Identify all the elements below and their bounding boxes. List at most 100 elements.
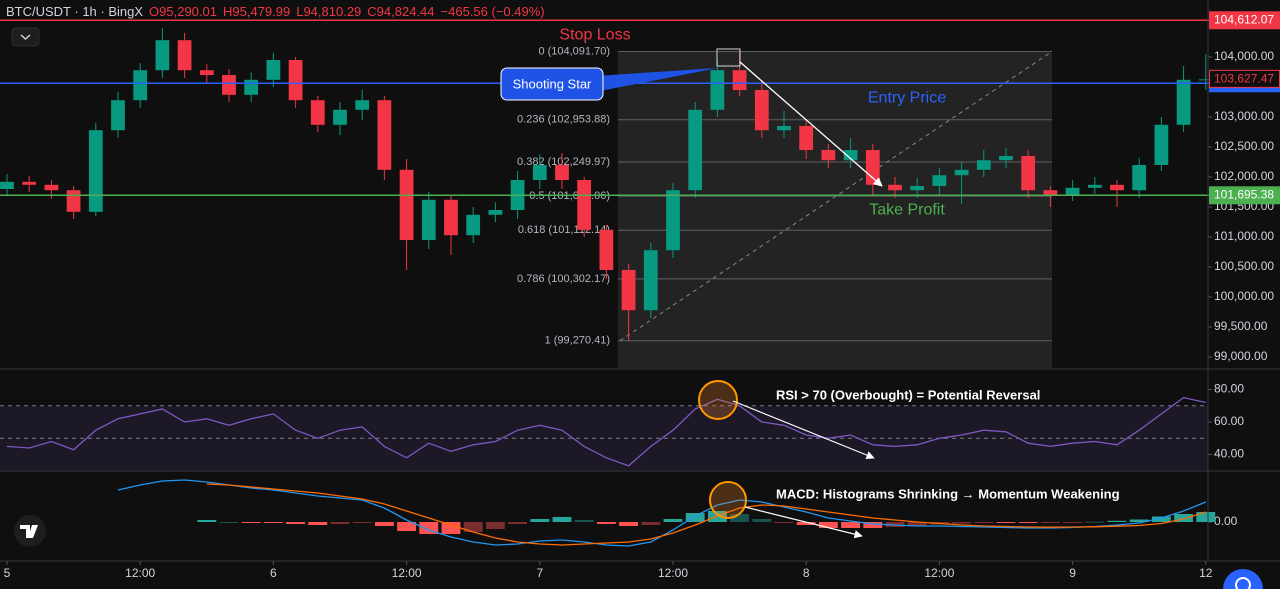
fib-label: 0.236 (102,953.88) xyxy=(517,114,610,126)
x-tick-label: 12 xyxy=(1199,566,1213,580)
histogram-bar xyxy=(1085,521,1105,523)
arrow xyxy=(744,506,863,539)
histogram-bar xyxy=(596,522,616,524)
candle-body xyxy=(355,100,370,110)
candle-body xyxy=(621,270,636,311)
y-tick-label: 0.00 xyxy=(1214,514,1238,528)
candle-body xyxy=(0,181,14,190)
candle-body xyxy=(821,150,836,161)
histogram-bar xyxy=(841,522,861,528)
symbol-title: BTC/USDT · 1h · BingX xyxy=(6,4,144,19)
fib-label: 0.786 (100,302.17) xyxy=(517,273,610,285)
histogram-bar xyxy=(1129,519,1149,522)
plot-layer: 99,000.00 99,500.00 100,000.00 100,500.00 10… xyxy=(0,11,1280,580)
histogram-bar xyxy=(286,522,306,524)
candle-body xyxy=(22,181,37,185)
y-tick-label: 102,000.00 xyxy=(1214,169,1274,183)
candle-body xyxy=(777,126,791,131)
candle-body xyxy=(754,90,769,131)
candle-body xyxy=(799,126,814,151)
candle-body xyxy=(444,199,458,236)
histogram-bar xyxy=(863,522,883,528)
candle-body xyxy=(532,165,547,181)
candle-body xyxy=(932,175,947,187)
histogram-bar xyxy=(197,520,217,522)
histogram-bar xyxy=(463,522,483,532)
y-tick-label: 104,000.00 xyxy=(1214,49,1274,63)
histogram-bar xyxy=(219,522,239,523)
histogram-bar xyxy=(1018,522,1038,523)
highlight-circle xyxy=(709,481,747,519)
histogram-bar xyxy=(508,522,528,524)
y-tick-label: 40.00 xyxy=(1214,447,1244,461)
candle-body xyxy=(399,169,414,241)
candle-body xyxy=(865,150,880,185)
y-tick-label: 80.00 xyxy=(1214,382,1244,396)
histogram-bar xyxy=(1063,522,1083,523)
annotation: RSI > 70 (Overbought) = Potential Revers… xyxy=(776,387,1040,402)
candle-body xyxy=(133,70,148,101)
ohlc-value: H95,479.99 xyxy=(222,4,291,19)
arrow xyxy=(732,400,875,460)
candle-body xyxy=(377,100,392,170)
collapse-button[interactable] xyxy=(11,27,40,47)
histogram-bar xyxy=(685,513,705,522)
histogram-bar xyxy=(574,520,594,522)
candle-body xyxy=(599,229,614,271)
scroll-button[interactable] xyxy=(1223,569,1263,589)
last-price-label: 103,627.47 xyxy=(1214,72,1274,86)
candle-body xyxy=(1198,79,1213,81)
histogram-bar xyxy=(530,519,550,522)
candle-body xyxy=(1021,156,1036,191)
histogram-bar xyxy=(907,522,927,526)
callout-text: Shooting Star xyxy=(513,76,592,91)
candle-body xyxy=(888,184,902,191)
candle-body xyxy=(66,190,81,212)
x-tick-label: 12:00 xyxy=(924,566,954,580)
candle-body xyxy=(976,160,991,170)
candle-body xyxy=(199,70,214,76)
histogram-bar xyxy=(1196,512,1216,522)
x-tick-label: 12:00 xyxy=(658,566,688,580)
y-tick-label: 99,000.00 xyxy=(1214,349,1268,363)
histogram-bar xyxy=(774,522,794,523)
y-tick-label: 101,000.00 xyxy=(1214,229,1274,243)
histogram-bar xyxy=(330,522,350,524)
histogram-bar xyxy=(996,522,1016,523)
histogram-bar xyxy=(974,522,994,523)
histogram-bar xyxy=(441,522,461,534)
candle-body xyxy=(44,184,59,191)
histogram-bar xyxy=(1151,516,1171,522)
candle-body xyxy=(177,40,192,71)
fib-label: 0 (104,091.70) xyxy=(538,45,610,57)
x-tick-label: 9 xyxy=(1069,566,1076,580)
histogram-bar xyxy=(752,519,772,522)
highlight-box xyxy=(716,48,741,67)
y-tick-label: 99,500.00 xyxy=(1214,319,1268,333)
candle-body xyxy=(466,214,481,236)
histogram-bar xyxy=(374,522,394,526)
histogram-bar xyxy=(352,522,372,523)
annotation: MACD: Histograms Shrinking → Momentum We… xyxy=(776,486,1120,501)
y-tick-label: 102,500.00 xyxy=(1214,139,1274,153)
candle-body xyxy=(155,40,170,71)
candle-body xyxy=(421,199,436,241)
candle-body xyxy=(910,186,925,191)
callout-pointer xyxy=(595,68,718,92)
y-tick-label: 100,000.00 xyxy=(1214,289,1274,303)
level-name: Entry Price xyxy=(868,89,946,106)
histogram-bar xyxy=(663,519,683,522)
candle-body xyxy=(222,75,236,95)
histogram-bar xyxy=(730,514,750,522)
histogram-bar xyxy=(952,522,972,524)
candle-body xyxy=(1110,184,1124,191)
highlight-circle xyxy=(698,380,738,420)
series-line xyxy=(6,396,1206,467)
ohlc-value: C94,824.44 xyxy=(367,4,435,19)
candle-body xyxy=(710,70,725,110)
price-tag-label: 104,612.07 xyxy=(1214,12,1274,26)
fib-label: 0.5 (101,681.06) xyxy=(529,190,610,202)
level-name: Stop Loss xyxy=(559,26,630,43)
price-tag-label: 101,695.38 xyxy=(1214,187,1274,201)
